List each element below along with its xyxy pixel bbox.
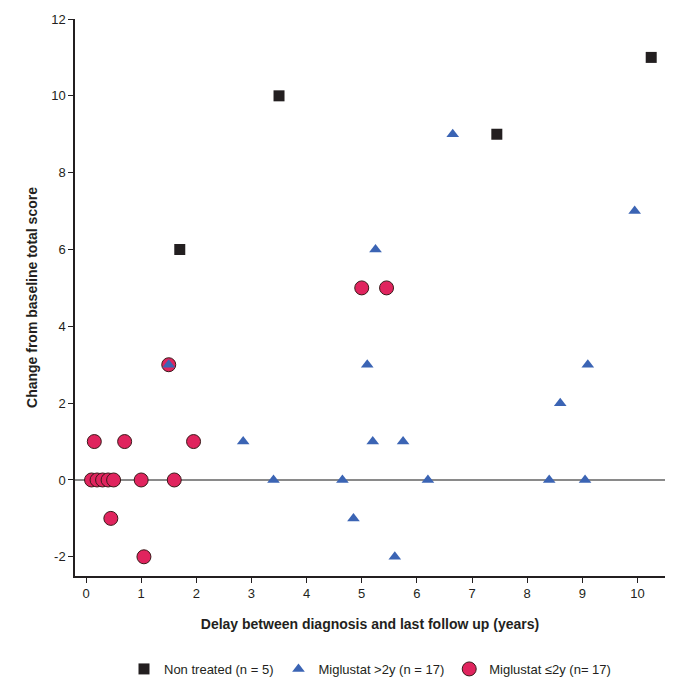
svg-text:8: 8: [524, 586, 531, 601]
svg-text:5: 5: [358, 586, 365, 601]
svg-text:4: 4: [303, 586, 310, 601]
svg-text:10: 10: [630, 586, 644, 601]
svg-text:0: 0: [82, 586, 89, 601]
svg-text:Delay between diagnosis and la: Delay between diagnosis and last follow …: [201, 616, 539, 632]
svg-text:8: 8: [58, 165, 65, 180]
svg-text:12: 12: [51, 12, 65, 27]
svg-text:6: 6: [413, 586, 420, 601]
svg-text:1: 1: [138, 586, 145, 601]
svg-text:Miglustat ≤2y (n= 17): Miglustat ≤2y (n= 17): [489, 662, 611, 677]
svg-text:4: 4: [58, 319, 65, 334]
svg-text:6: 6: [58, 242, 65, 257]
svg-text:Non treated (n = 5): Non treated (n = 5): [164, 662, 273, 677]
svg-text:0: 0: [58, 473, 65, 488]
svg-text:-2: -2: [54, 549, 66, 564]
svg-text:2: 2: [58, 396, 65, 411]
svg-text:Miglustat >2y (n = 17): Miglustat >2y (n = 17): [318, 662, 444, 677]
svg-text:2: 2: [193, 586, 200, 601]
svg-text:Change from baseline total sco: Change from baseline total score: [24, 187, 40, 408]
svg-text:10: 10: [51, 88, 65, 103]
svg-text:3: 3: [248, 586, 255, 601]
svg-text:9: 9: [579, 586, 586, 601]
svg-text:7: 7: [468, 586, 475, 601]
